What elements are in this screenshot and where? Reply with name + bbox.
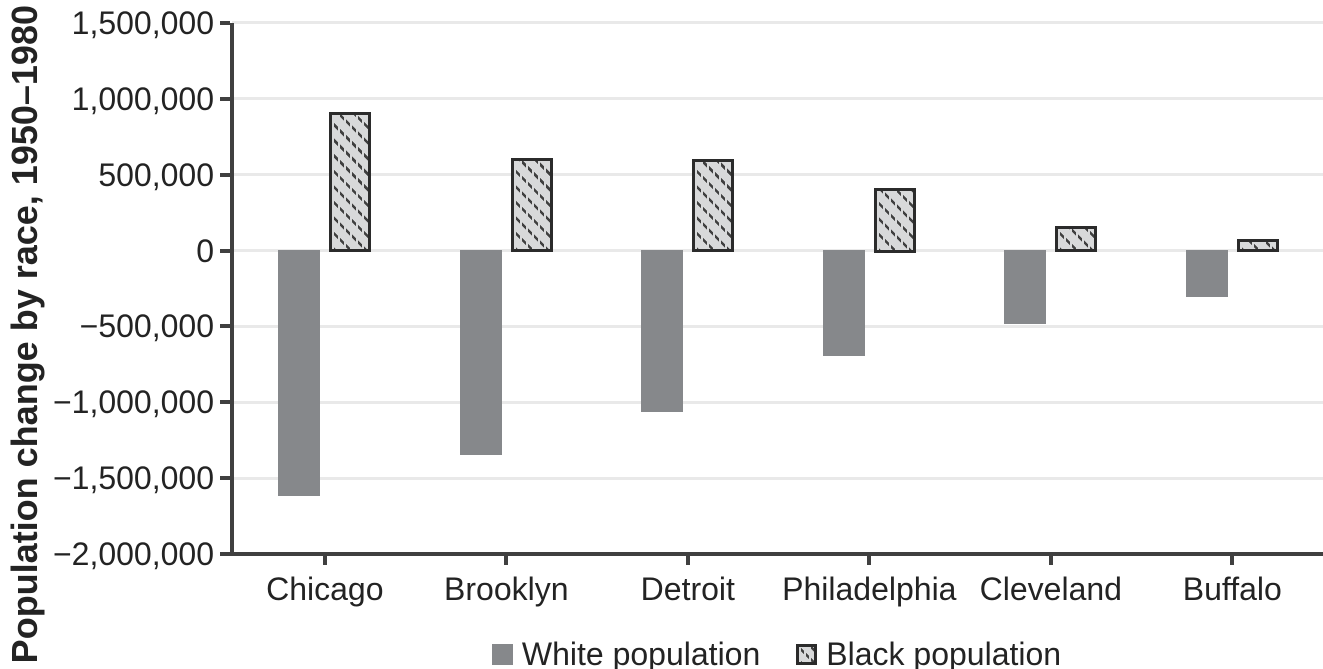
bar-black-population-cleveland [1055, 226, 1098, 253]
bar-black-population-buffalo [1236, 239, 1279, 253]
bar-white-population-cleveland [1004, 250, 1047, 325]
legend: White population Black population [230, 636, 1323, 669]
bar-black-population-chicago [329, 112, 372, 253]
y-tick-label: −500,000 [79, 308, 214, 345]
y-tick-label: 1,500,000 [71, 4, 214, 41]
bar-white-population-chicago [278, 250, 321, 496]
x-axis-line [230, 552, 1323, 556]
y-tick-mark [220, 324, 230, 329]
x-category-label: Philadelphia [782, 571, 957, 607]
x-tick-mark [867, 556, 872, 565]
gridline [232, 400, 1323, 404]
legend-swatch-white-population [491, 643, 513, 665]
y-axis-line [230, 23, 234, 556]
x-tick-mark [1048, 556, 1053, 565]
y-tick-mark [220, 248, 230, 253]
x-tick-mark [504, 556, 509, 565]
y-tick-mark [220, 172, 230, 177]
gridline [232, 324, 1323, 328]
y-tick-label: 1,000,000 [71, 80, 214, 117]
bar-white-population-brooklyn [459, 250, 502, 455]
x-tick-mark [1230, 556, 1235, 565]
x-category-label: Detroit [640, 571, 735, 607]
y-tick-label: 500,000 [98, 156, 214, 193]
bar-black-population-brooklyn [510, 157, 553, 253]
bar-white-population-buffalo [1185, 250, 1228, 298]
legend-label-white-population: White population [521, 636, 761, 669]
gridline [232, 173, 1323, 177]
y-tick-mark [220, 400, 230, 405]
gridline [232, 476, 1323, 480]
x-category-label: Buffalo [1182, 571, 1282, 607]
gridline [232, 249, 1323, 252]
gridline [232, 97, 1323, 101]
x-category-label: Chicago [266, 571, 384, 607]
bar-black-population-philadelphia [873, 187, 916, 253]
bar-black-population-detroit [692, 158, 735, 253]
bar-white-population-philadelphia [822, 250, 865, 357]
y-tick-mark [220, 552, 230, 557]
y-tick-mark [220, 476, 230, 481]
x-tick-mark [322, 556, 327, 565]
y-tick-label: 0 [196, 232, 214, 269]
legend-label-black-population: Black population [826, 636, 1062, 669]
legend-item-white-population: White population [491, 636, 761, 669]
y-tick-label: −1,500,000 [52, 460, 214, 497]
legend-swatch-black-population [796, 643, 818, 665]
bar-white-population-detroit [641, 250, 684, 412]
y-tick-mark [220, 96, 230, 101]
x-category-label: Brooklyn [444, 571, 569, 607]
x-tick-mark [685, 556, 690, 565]
y-tick-mark [220, 20, 230, 25]
legend-item-black-population: Black population [796, 637, 1061, 669]
y-tick-label: −1,000,000 [52, 384, 214, 421]
y-tick-label: −2,000,000 [52, 536, 214, 573]
x-category-label: Cleveland [979, 571, 1122, 607]
gridline [232, 21, 1323, 25]
